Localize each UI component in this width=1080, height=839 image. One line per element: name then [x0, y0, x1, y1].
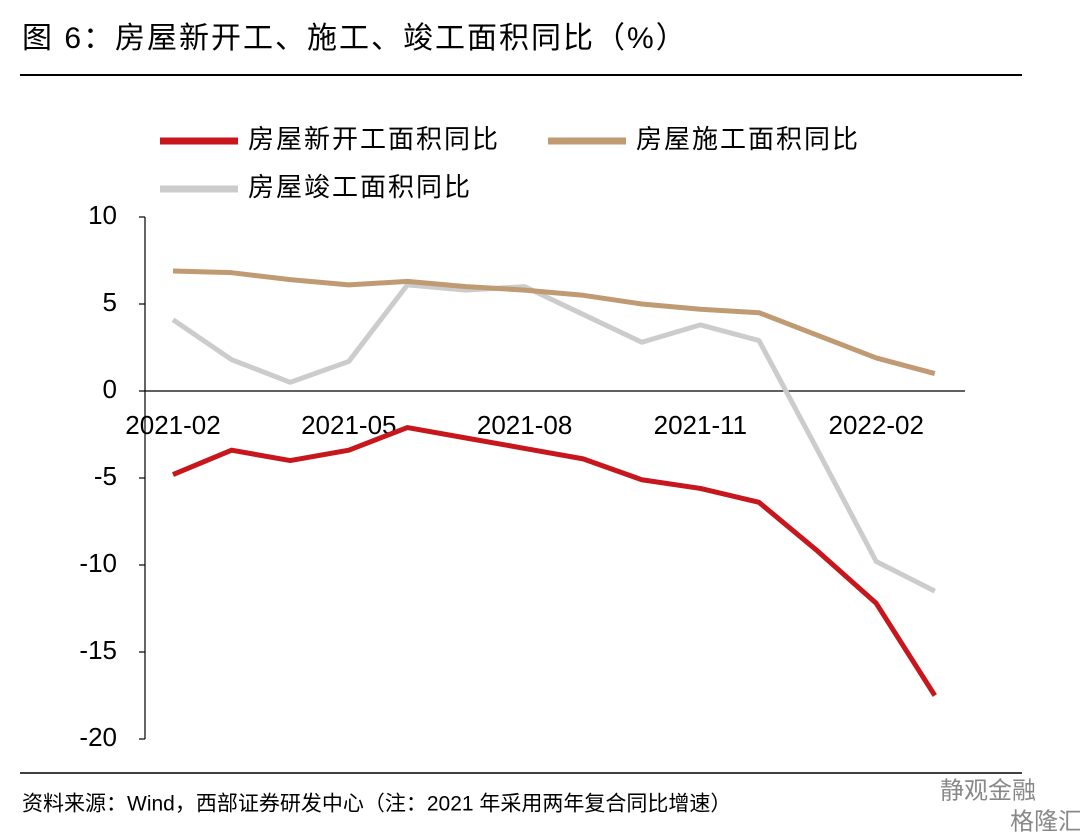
chart-title: 图 6：房屋新开工、施工、竣工面积同比（%） — [22, 22, 688, 55]
x-tick-label: 2021-02 — [125, 410, 220, 440]
watermark: 静观金融 — [940, 777, 1036, 804]
legend-label: 房屋竣工面积同比 — [248, 172, 472, 202]
watermark: 格隆汇 — [1010, 808, 1080, 835]
y-tick-label: -10 — [79, 548, 117, 578]
source-note: 资料来源：Wind，西部证券研发中心（注：2021 年采用两年复合同比增速） — [22, 793, 731, 816]
series-line — [171, 282, 936, 594]
x-tick-label: 2021-05 — [301, 410, 396, 440]
y-tick-label: 10 — [88, 200, 117, 230]
x-tick-label: 2021-08 — [477, 410, 572, 440]
y-tick-label: -20 — [79, 722, 117, 752]
x-tick-label: 2021-11 — [654, 410, 748, 440]
legend-label: 房屋新开工面积同比 — [248, 124, 500, 154]
x-tick-label: 2022-02 — [828, 410, 923, 440]
series-line — [172, 425, 937, 697]
y-tick-label: 0 — [103, 374, 117, 404]
series-line — [172, 268, 936, 377]
y-tick-label: -15 — [79, 635, 117, 665]
legend-label: 房屋施工面积同比 — [636, 124, 860, 154]
y-tick-label: 5 — [103, 287, 117, 317]
y-tick-label: -5 — [94, 461, 117, 491]
